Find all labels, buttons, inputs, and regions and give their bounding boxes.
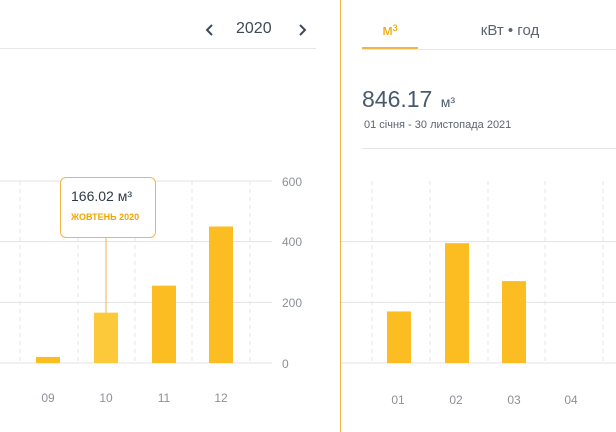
- bar-11: [152, 285, 176, 363]
- bar-09: [36, 356, 60, 363]
- consumption-chart-panel: 2020 600 400 200 0 09 10 11 12 166.02 м³…: [0, 18, 320, 405]
- tab-cubic-meters[interactable]: м³: [382, 22, 398, 39]
- bar-12: [209, 226, 233, 363]
- bar-10: [94, 312, 118, 363]
- year-label: 2020: [236, 20, 272, 37]
- total-consumption: 846.17 м³: [362, 86, 455, 113]
- value-tooltip: 166.02 м³ ЖОВТЕНЬ 2020: [60, 177, 156, 238]
- header-divider: [0, 48, 316, 49]
- tooltip-value: 166.02 м³: [71, 188, 132, 204]
- active-tab-indicator: [362, 47, 418, 49]
- tooltip-month: ЖОВТЕНЬ 2020: [71, 212, 140, 222]
- summary-divider: [362, 148, 616, 149]
- bar-02: [445, 243, 469, 363]
- next-year-button[interactable]: [292, 18, 312, 42]
- x-tick-label: 11: [157, 391, 171, 405]
- x-tick-label: 12: [214, 391, 228, 405]
- bar-01: [387, 311, 411, 363]
- y-tick-label: 0: [282, 357, 289, 371]
- x-tick-label: 10: [99, 391, 113, 405]
- left-bar-chart: [0, 180, 272, 364]
- chevron-left-icon: [205, 24, 213, 36]
- y-tick-label: 200: [282, 296, 303, 310]
- panel-divider: [340, 0, 341, 432]
- x-tick-label: 09: [41, 391, 55, 405]
- chevron-right-icon: [299, 24, 307, 36]
- bar-03: [502, 281, 526, 363]
- tabs-divider: [362, 49, 616, 50]
- x-tick-label: 01: [391, 393, 405, 407]
- period-range: 01 січня - 30 листопада 2021: [364, 119, 512, 131]
- x-tick-label: 02: [449, 393, 463, 407]
- tab-kilowatt-hours[interactable]: кВт • год: [480, 22, 540, 39]
- total-value: 846.17: [362, 86, 433, 112]
- y-tick-label: 400: [282, 235, 303, 249]
- previous-year-button[interactable]: [200, 18, 220, 42]
- y-tick-label: 600: [282, 175, 303, 189]
- right-bar-chart: [341, 181, 616, 364]
- year-navigation: 2020: [200, 18, 320, 42]
- x-tick-label: 03: [507, 393, 521, 407]
- x-tick-label: 04: [564, 393, 578, 407]
- total-unit: м³: [440, 94, 456, 110]
